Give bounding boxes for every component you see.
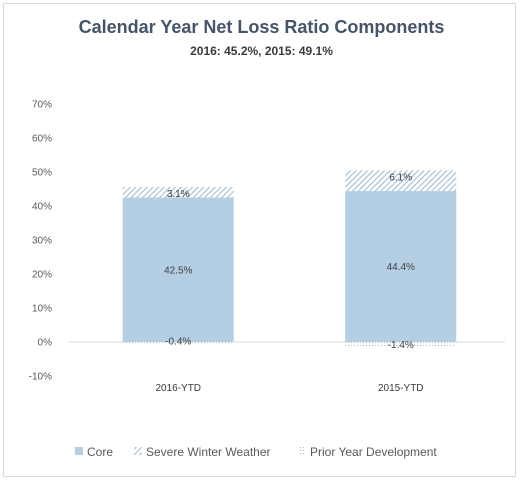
y-tick-label: 20% <box>32 270 52 281</box>
bar-severe-winter-weather <box>122 186 234 198</box>
x-category-label: 2016-YTD <box>155 383 201 394</box>
bar-prior-year-development <box>122 342 234 344</box>
chart-title: Calendar Year Net Loss Ratio Components <box>78 17 445 37</box>
data-label: 44.4% <box>387 262 415 273</box>
legend-swatch-core <box>75 447 83 455</box>
legend-swatch-prior-year-development <box>298 447 306 455</box>
y-tick-label: 0% <box>38 338 53 349</box>
bar-prior-year-development <box>345 342 457 347</box>
data-label: 6.1% <box>389 172 412 183</box>
data-label: 3.1% <box>167 189 190 200</box>
bar-severe-winter-weather <box>345 170 457 192</box>
legend-label: Prior Year Development <box>310 445 437 459</box>
x-category-label: 2015-YTD <box>378 383 424 394</box>
data-label: -1.4% <box>388 340 414 351</box>
bar-core <box>122 197 234 342</box>
chart-subtitle: 2016: 45.2%, 2015: 49.1% <box>190 44 333 58</box>
y-tick-label: 50% <box>32 168 52 179</box>
bar-core <box>345 191 457 342</box>
legend-swatch-severe-winter-weather <box>134 447 142 455</box>
data-label: 42.5% <box>164 265 192 276</box>
y-tick-label: 30% <box>32 236 52 247</box>
data-label: -0.4% <box>165 336 191 347</box>
legend-label: Severe Winter Weather <box>146 445 271 459</box>
y-tick-label: -10% <box>29 372 52 383</box>
y-tick-label: 10% <box>32 304 52 315</box>
y-tick-label: 60% <box>32 134 52 145</box>
y-tick-label: 40% <box>32 202 52 213</box>
y-tick-label: 70% <box>32 100 52 111</box>
legend-label: Core <box>87 445 113 459</box>
